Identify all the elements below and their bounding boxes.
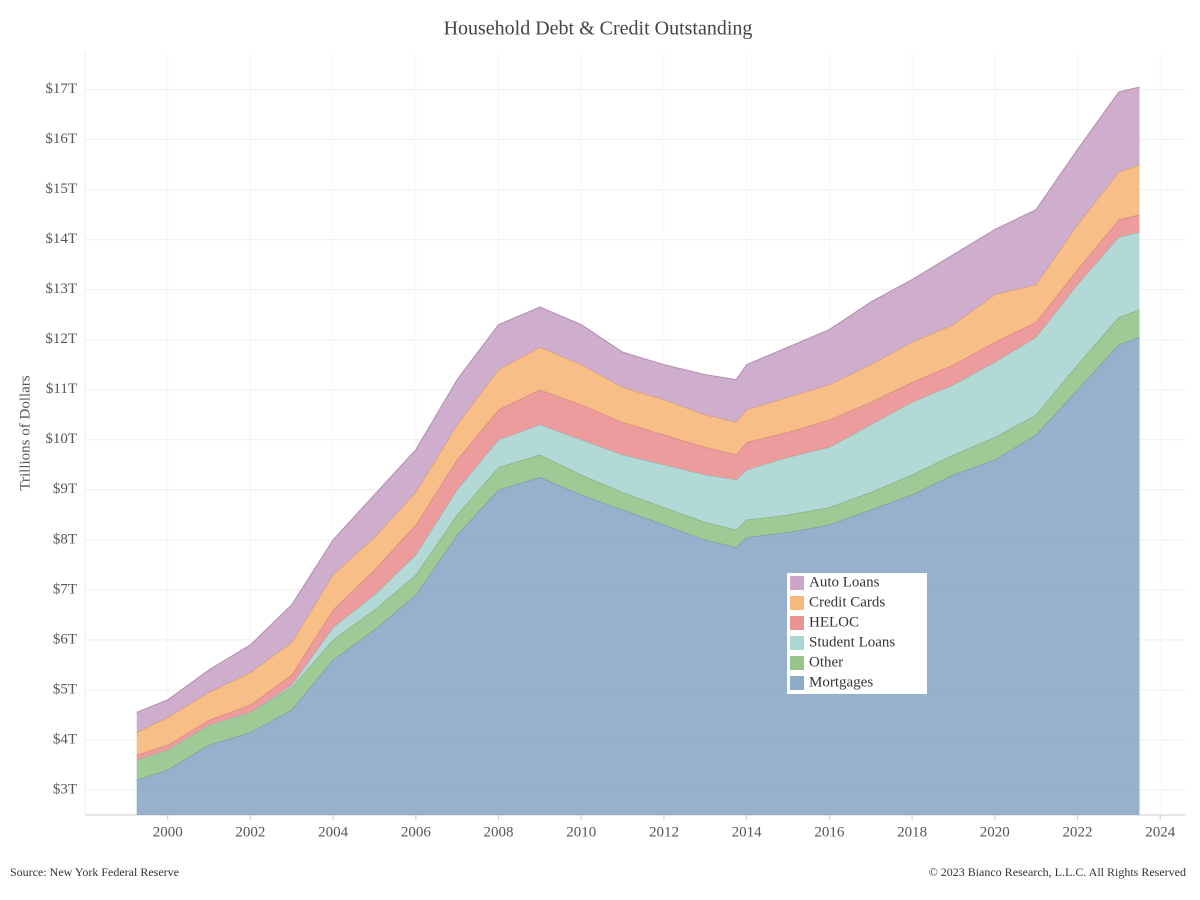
x-tick-label: 2018: [897, 824, 927, 840]
legend-swatch: [790, 676, 804, 690]
x-tick-label: 2022: [1062, 824, 1092, 840]
copyright: © 2023 Bianco Research, L.L.C. All Right…: [929, 865, 1186, 879]
y-tick-label: $7T: [53, 581, 77, 597]
x-tick-label: 2002: [235, 824, 265, 840]
x-tick-label: 2014: [732, 824, 763, 840]
y-tick-label: $14T: [45, 231, 77, 247]
areas: [136, 86, 1140, 815]
x-tick-label: 2020: [980, 824, 1010, 840]
x-tick-label: 2004: [318, 824, 349, 840]
chart-title: Household Debt & Credit Outstanding: [444, 18, 753, 40]
y-axis-label: Trillions of Dollars: [17, 375, 33, 490]
y-tick-label: $6T: [53, 631, 77, 647]
legend-box: [787, 573, 927, 694]
x-tick-label: 2024: [1145, 824, 1176, 840]
y-tick-label: $15T: [45, 181, 77, 197]
y-tick-label: $10T: [45, 431, 77, 447]
x-tick-label: 2006: [401, 824, 432, 840]
legend-label: Auto Loans: [809, 574, 880, 590]
area: [136, 164, 1140, 755]
y-tick-label: $11T: [46, 381, 77, 397]
legend-label: HELOC: [809, 614, 859, 630]
x-tick-label: 2016: [814, 824, 845, 840]
legend-swatch: [790, 576, 804, 590]
area: [136, 87, 1140, 733]
source: Source: New York Federal Reserve: [10, 865, 179, 879]
area: [136, 232, 1140, 760]
legend-swatch: [790, 636, 804, 650]
legend-label: Student Loans: [809, 634, 895, 650]
x-tick-label: 2000: [153, 824, 183, 840]
y-tick-label: $3T: [53, 781, 77, 797]
area: [136, 337, 1140, 815]
legend-swatch: [790, 656, 804, 670]
legend-label: Credit Cards: [809, 594, 885, 610]
x-tick-label: 2010: [566, 824, 596, 840]
legend-swatch: [790, 596, 804, 610]
x-tick-label: 2008: [484, 824, 514, 840]
y-tick-label: $12T: [45, 331, 77, 347]
legend-swatch: [790, 616, 804, 630]
area-edge: [136, 86, 1140, 713]
y-tick-label: $4T: [53, 731, 77, 747]
area: [136, 309, 1140, 780]
y-tick-label: $9T: [53, 481, 77, 497]
y-tick-label: $13T: [45, 281, 77, 297]
y-tick-label: $5T: [53, 681, 77, 697]
y-tick-label: $17T: [45, 81, 77, 97]
legend-label: Other: [809, 654, 843, 670]
y-tick-label: $8T: [53, 531, 77, 547]
y-tick-label: $16T: [45, 131, 77, 147]
legend-label: Mortgages: [809, 674, 873, 690]
x-tick-label: 2012: [649, 824, 679, 840]
